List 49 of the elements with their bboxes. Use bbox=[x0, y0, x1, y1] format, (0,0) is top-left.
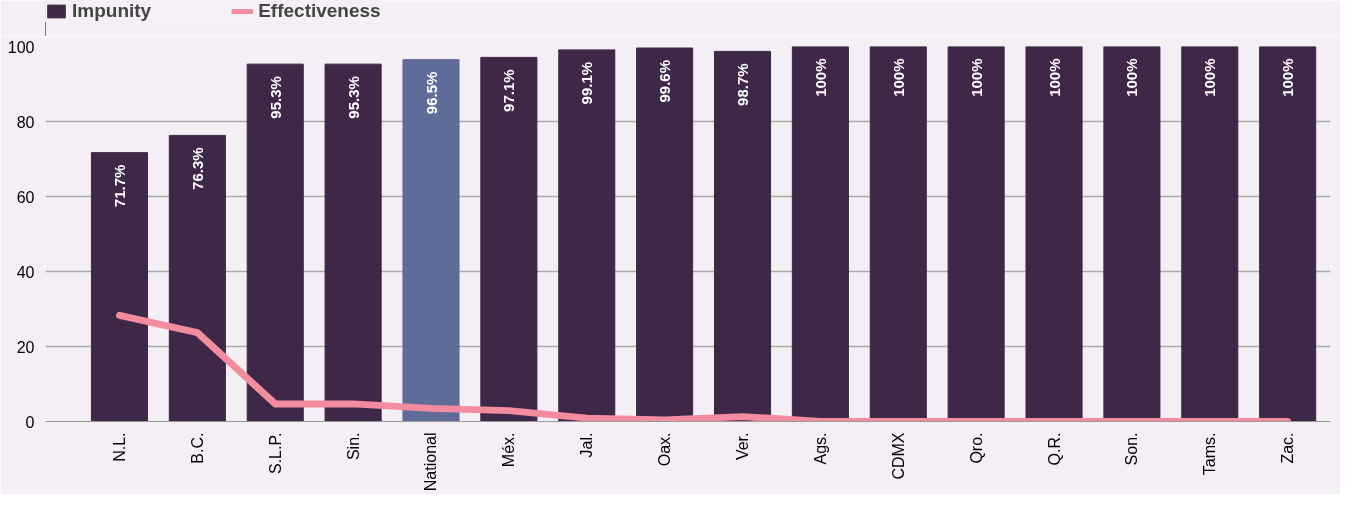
data-label: 95.3% bbox=[266, 76, 284, 119]
data-label: 99.1% bbox=[578, 61, 596, 105]
x-tick-label: Qro. bbox=[967, 432, 985, 464]
data-label: 100% bbox=[967, 58, 985, 97]
x-tick-label: N.L. bbox=[110, 432, 128, 462]
x-tick-label: Tams. bbox=[1201, 432, 1219, 476]
bar bbox=[324, 63, 382, 422]
data-label: 98.7% bbox=[734, 63, 752, 106]
x-tick-label: Son. bbox=[1123, 432, 1141, 466]
x-tick-label: Ags. bbox=[811, 432, 829, 465]
legend-label: Effectiveness bbox=[258, 0, 381, 22]
bar bbox=[713, 50, 772, 422]
x-tick-label: National bbox=[422, 432, 440, 492]
y-tick-label: 0 bbox=[25, 413, 35, 431]
bar bbox=[402, 59, 460, 422]
bar bbox=[558, 49, 616, 422]
y-tick-label: 100 bbox=[7, 38, 35, 56]
x-tick-label: S.L.P. bbox=[266, 432, 284, 475]
x-tick-label: Q.R. bbox=[1045, 432, 1063, 466]
data-label: 71.7% bbox=[110, 164, 128, 208]
data-label: 100% bbox=[889, 58, 907, 97]
x-tick-label: Oax. bbox=[656, 432, 674, 467]
bar bbox=[90, 152, 149, 422]
data-label: 100% bbox=[1045, 58, 1063, 97]
bar bbox=[168, 134, 226, 422]
x-tick-label: B.C. bbox=[188, 432, 206, 464]
data-label: 99.6% bbox=[656, 59, 674, 103]
x-tick-label: Zac. bbox=[1279, 432, 1297, 464]
y-tick-label: 60 bbox=[16, 188, 35, 206]
data-label: 100% bbox=[1123, 58, 1141, 97]
data-label: 100% bbox=[1279, 58, 1297, 97]
data-label: 100% bbox=[1201, 58, 1219, 97]
data-label: 97.1% bbox=[500, 69, 518, 112]
data-label: 95.3% bbox=[344, 76, 362, 119]
x-tick-label: Méx. bbox=[500, 432, 518, 468]
x-tick-label: Jal. bbox=[578, 432, 596, 458]
bar bbox=[480, 56, 538, 422]
data-label: 100% bbox=[811, 58, 829, 97]
bar bbox=[246, 63, 304, 422]
data-label: 96.5% bbox=[422, 71, 440, 115]
x-tick-label: CDMX bbox=[889, 432, 907, 480]
y-tick-label: 80 bbox=[16, 113, 35, 131]
x-tick-label: Ver. bbox=[734, 432, 752, 461]
legend-label: Impunity bbox=[72, 0, 152, 22]
bar bbox=[1259, 46, 1317, 422]
y-tick-label: 40 bbox=[16, 263, 35, 281]
y-tick-label: 20 bbox=[16, 338, 35, 356]
data-label: 76.3% bbox=[188, 147, 206, 190]
x-tick-label: Sin. bbox=[344, 432, 362, 461]
